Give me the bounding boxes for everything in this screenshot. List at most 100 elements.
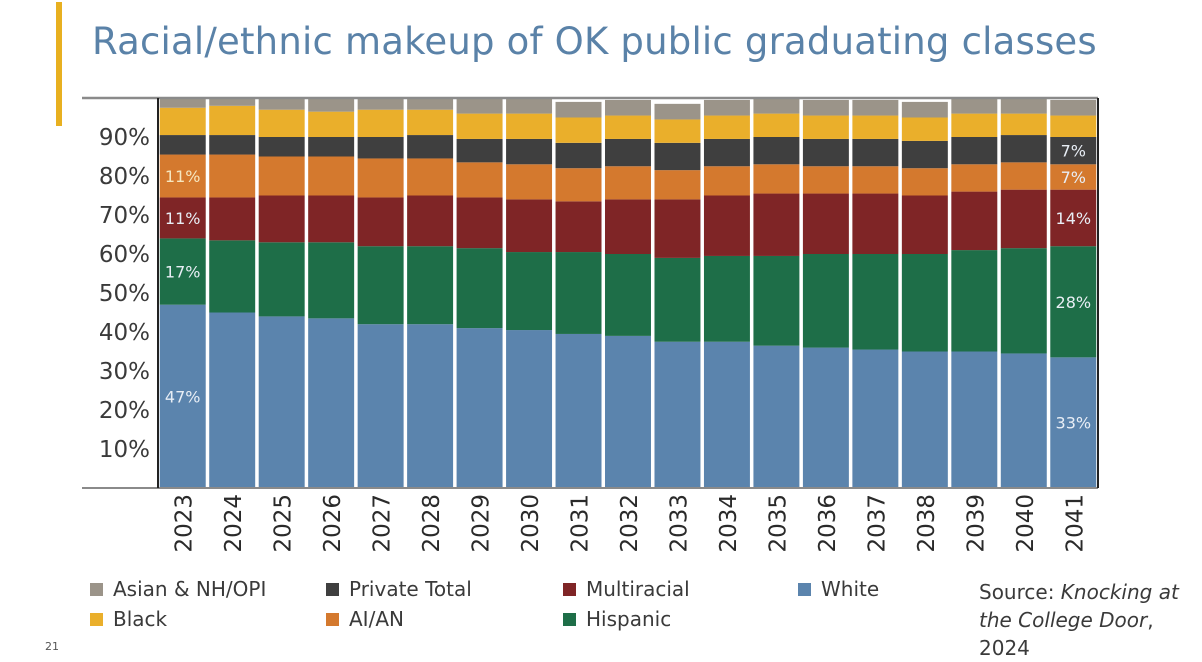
x-tick-label-2029: 2029 bbox=[469, 494, 495, 553]
bar-segment-multiracial-2037 bbox=[852, 193, 899, 254]
bar-segment-private-total-2041 bbox=[1050, 137, 1097, 165]
bar-segment-asian-nh-opi-2041 bbox=[1050, 99, 1097, 116]
x-tick-label-2035: 2035 bbox=[765, 494, 791, 553]
bar-segment-hispanic-2024 bbox=[209, 240, 256, 313]
bar-segment-white-2036 bbox=[802, 347, 849, 488]
bar-segment-hispanic-2030 bbox=[506, 252, 553, 331]
x-tick-label-2024: 2024 bbox=[221, 494, 247, 553]
bar-segment-hispanic-2027 bbox=[357, 246, 404, 325]
y-tick-label: 70% bbox=[99, 203, 150, 229]
bar-segment-black-2024 bbox=[209, 105, 256, 136]
legend-item-asian-nh-opi: Asian & NH/OPI bbox=[90, 577, 266, 601]
bar-segment-asian-nh-opi-2027 bbox=[357, 98, 404, 110]
bar-segment-white-2030 bbox=[506, 330, 553, 488]
legend-label-ai-an: AI/AN bbox=[349, 607, 404, 631]
bar-segment-black-2026 bbox=[308, 111, 355, 137]
bar-segment-ai-an-2024 bbox=[209, 154, 256, 198]
bar-segment-asian-nh-opi-2031 bbox=[555, 101, 602, 118]
bar-segment-black-2035 bbox=[753, 113, 800, 137]
bar-segment-asian-nh-opi-2032 bbox=[605, 99, 651, 116]
data-label-white-2023: 47% bbox=[165, 387, 201, 406]
legend-item-white: White bbox=[798, 577, 879, 601]
bar-segment-ai-an-2026 bbox=[308, 156, 355, 196]
bar-segment-hispanic-2039 bbox=[951, 250, 998, 352]
legend-swatch-asian-nh-opi bbox=[90, 582, 103, 596]
bar-segment-hispanic-2036 bbox=[802, 254, 849, 348]
bar-segment-multiracial-2038 bbox=[901, 195, 948, 254]
data-label-ai-an-2041: 7% bbox=[1061, 168, 1086, 187]
bar-segment-private-total-2035 bbox=[753, 137, 800, 165]
bar-segment-private-total-2031 bbox=[555, 142, 602, 169]
legend-item-ai-an: AI/AN bbox=[326, 607, 404, 631]
bar-segment-multiracial-2031 bbox=[555, 201, 602, 253]
data-label-white-2041: 33% bbox=[1056, 414, 1092, 433]
bar-segment-hispanic-2033 bbox=[654, 257, 701, 342]
y-tick-label: 60% bbox=[99, 242, 150, 268]
bar-segment-ai-an-2034 bbox=[703, 166, 750, 196]
bar-segment-ai-an-2032 bbox=[605, 166, 651, 200]
x-tick-label-2040: 2040 bbox=[1013, 494, 1039, 553]
bar-segment-black-2040 bbox=[1000, 113, 1047, 136]
data-label-hispanic-2041: 28% bbox=[1056, 293, 1092, 312]
y-tick-label: 40% bbox=[99, 320, 150, 346]
source-title: Knocking at the College Door bbox=[979, 580, 1179, 632]
bar-segment-private-total-2036 bbox=[802, 138, 849, 167]
bar-segment-hispanic-2032 bbox=[605, 254, 651, 336]
bar-segment-asian-nh-opi-2036 bbox=[802, 99, 849, 116]
legend-swatch-multiracial bbox=[563, 582, 576, 596]
bar-segment-multiracial-2034 bbox=[703, 195, 750, 256]
x-tick-label-2032: 2032 bbox=[617, 494, 643, 553]
legend-item-private-total: Private Total bbox=[326, 577, 472, 601]
bar-segment-ai-an-2037 bbox=[852, 166, 899, 194]
legend-swatch-hispanic bbox=[563, 612, 576, 626]
bar-segment-private-total-2023 bbox=[159, 135, 206, 155]
bar-segment-hispanic-2025 bbox=[258, 242, 305, 317]
bar-segment-white-2032 bbox=[605, 335, 651, 488]
bar-segment-ai-an-2027 bbox=[357, 158, 404, 198]
bar-segment-asian-nh-opi-2028 bbox=[407, 98, 454, 110]
bar-segment-ai-an-2023 bbox=[159, 154, 206, 198]
bar-segment-white-2035 bbox=[753, 345, 800, 488]
bar-segment-black-2038 bbox=[901, 117, 948, 141]
legend-label-multiracial: Multiracial bbox=[586, 577, 690, 601]
bar-segment-ai-an-2028 bbox=[407, 158, 454, 196]
bar-segment-hispanic-2031 bbox=[555, 252, 602, 334]
bar-segment-ai-an-2030 bbox=[506, 164, 553, 200]
bar-segment-hispanic-2038 bbox=[901, 254, 948, 352]
bar-segment-black-2023 bbox=[159, 107, 206, 136]
bar-segment-black-2037 bbox=[852, 115, 899, 139]
y-tick-label: 80% bbox=[99, 164, 150, 190]
bar-segment-hispanic-2035 bbox=[753, 255, 800, 346]
x-tick-label-2031: 2031 bbox=[568, 494, 594, 553]
data-label-multiracial-2023: 11% bbox=[165, 209, 201, 228]
data-label-hispanic-2023: 17% bbox=[165, 263, 201, 282]
legend-swatch-black bbox=[90, 612, 103, 626]
bar-segment-black-2039 bbox=[951, 113, 998, 137]
data-label-private-total-2041: 7% bbox=[1061, 142, 1086, 161]
y-tick-label: 90% bbox=[99, 125, 150, 151]
bar-segment-multiracial-2026 bbox=[308, 195, 355, 243]
bar-segment-asian-nh-opi-2038 bbox=[901, 101, 948, 118]
x-tick-label-2026: 2026 bbox=[320, 494, 346, 553]
bar-segment-hispanic-2028 bbox=[407, 246, 454, 325]
bar-segment-multiracial-2028 bbox=[407, 195, 454, 247]
bar-segment-multiracial-2024 bbox=[209, 197, 256, 241]
bar-segment-multiracial-2030 bbox=[506, 199, 553, 253]
bar-segment-multiracial-2033 bbox=[654, 199, 701, 258]
bar-segment-black-2028 bbox=[407, 109, 454, 136]
x-tick-label-2036: 2036 bbox=[815, 494, 841, 553]
bar-segment-asian-nh-opi-2025 bbox=[258, 98, 305, 110]
data-label-ai-an-2023: 11% bbox=[165, 167, 201, 186]
bar-segment-ai-an-2038 bbox=[901, 168, 948, 196]
bar-segment-ai-an-2029 bbox=[456, 162, 503, 198]
bar-segment-private-total-2029 bbox=[456, 138, 503, 163]
legend-swatch-private-total bbox=[326, 582, 339, 596]
bar-segment-black-2034 bbox=[703, 115, 750, 139]
legend-label-hispanic: Hispanic bbox=[586, 607, 672, 631]
bar-segment-asian-nh-opi-2039 bbox=[951, 98, 998, 114]
bar-segment-hispanic-2040 bbox=[1000, 248, 1047, 354]
bar-segment-ai-an-2036 bbox=[802, 166, 849, 194]
bar-segment-private-total-2038 bbox=[901, 140, 948, 169]
x-tick-label-2038: 2038 bbox=[914, 494, 940, 553]
bar-segment-private-total-2040 bbox=[1000, 135, 1047, 163]
